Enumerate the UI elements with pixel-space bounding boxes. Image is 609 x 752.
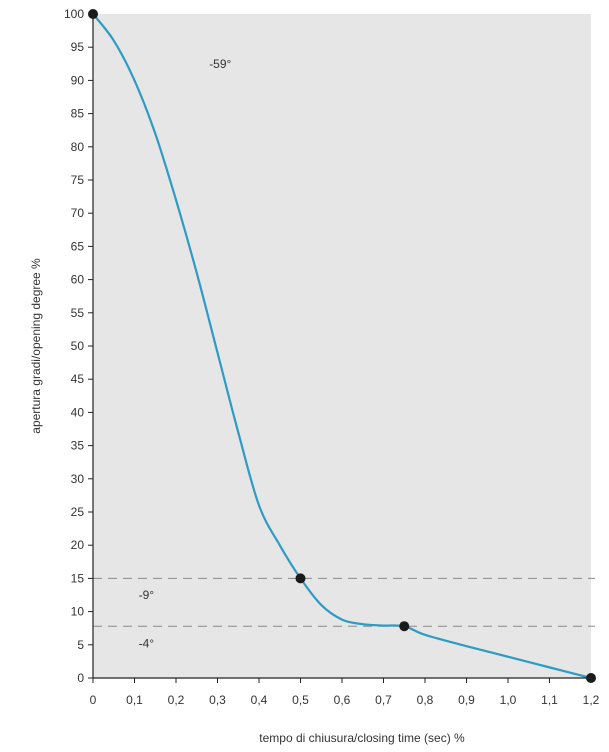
y-tick-label: 70 [71, 206, 85, 220]
y-tick-label: 55 [71, 306, 85, 320]
x-tick-label: 0,9 [458, 693, 475, 707]
angle-annotation-2: -4° [139, 636, 155, 650]
x-tick-label: 1,0 [500, 693, 517, 707]
x-tick-label: 0,2 [168, 693, 185, 707]
y-tick-label: 95 [71, 40, 85, 54]
annotations: -59° -9° -4° [139, 57, 232, 651]
y-tick-label: 75 [71, 173, 85, 187]
y-tick-label: 65 [71, 239, 85, 253]
x-tick-label: 0,6 [334, 693, 351, 707]
y-axis-title: apertura gradi/opening degree % [29, 258, 43, 434]
y-tick-label: 5 [77, 638, 84, 652]
data-curve [91, 12, 593, 680]
key-point-marker-1 [295, 573, 306, 584]
x-tick-label: 1,2 [583, 693, 600, 707]
x-tick-label: 0 [90, 693, 97, 707]
y-tick-label: 50 [71, 339, 85, 353]
y-tick-label: 10 [71, 605, 85, 619]
y-tick-label: 45 [71, 372, 85, 386]
y-tick-label: 90 [71, 73, 85, 87]
x-tick-label: 0,7 [375, 693, 392, 707]
y-tick-label: 60 [71, 273, 85, 287]
angle-annotation-0: -59° [209, 57, 231, 71]
x-tick-label: 0,4 [251, 693, 268, 707]
y-tick-label: 40 [71, 405, 85, 419]
y-tick-label: 30 [71, 472, 85, 486]
key-point-marker-2 [399, 621, 410, 632]
y-tick-label: 15 [71, 571, 85, 585]
x-tick-label: 1,1 [541, 693, 558, 707]
angle-annotation-1: -9° [139, 588, 155, 602]
y-tick-label: 35 [71, 439, 85, 453]
x-axis-title: tempo di chiusura/closing time (sec) % [259, 731, 465, 745]
reference-lines [93, 577, 595, 627]
x-tick-label: 0,8 [417, 693, 434, 707]
x-axis-ticks: 0 0,1 0,2 0,3 0,4 0,5 0,6 0,7 0,8 0,9 1,0 1,1 1,2 [90, 678, 600, 707]
y-tick-label: 20 [71, 538, 85, 552]
x-tick-label: 0,3 [209, 693, 226, 707]
y-tick-label: 0 [77, 671, 84, 685]
x-tick-label: 0,5 [292, 693, 309, 707]
y-tick-label: 80 [71, 140, 85, 154]
y-tick-label: 100 [64, 7, 84, 21]
plot-background [93, 14, 591, 678]
y-axis-ticks: 0 5 10 15 20 25 30 35 40 45 50 55 60 65 70 75 80 85 90 95 10… [64, 7, 93, 685]
y-tick-label: 85 [71, 107, 85, 121]
x-tick-label: 0,1 [126, 693, 143, 707]
y-tick-label: 25 [71, 505, 85, 519]
